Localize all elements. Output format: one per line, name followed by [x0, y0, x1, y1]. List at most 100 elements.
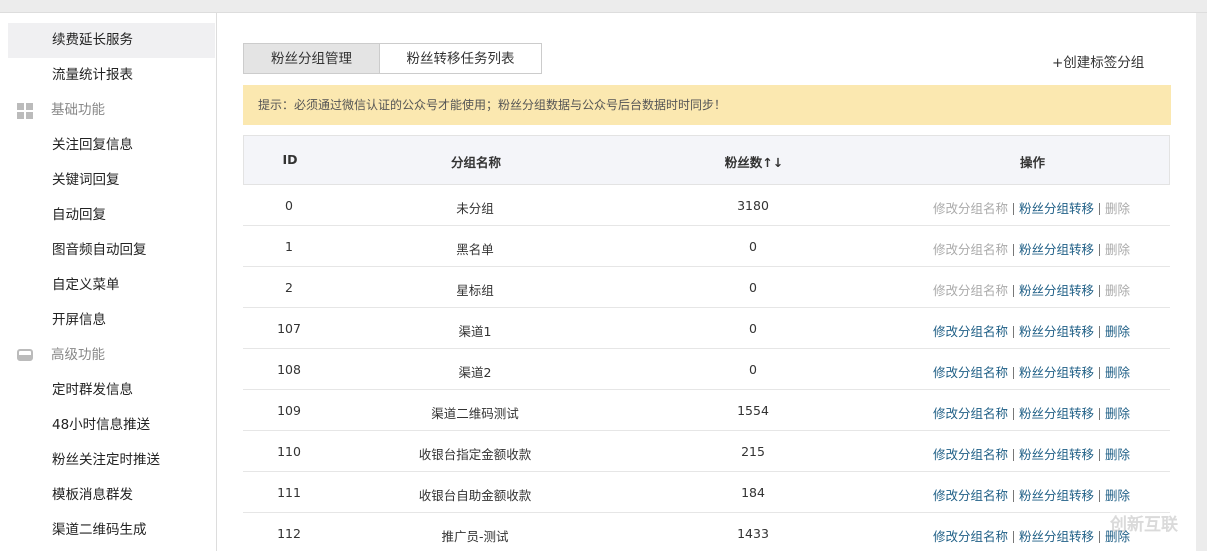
- scroll-strip: [1196, 13, 1207, 551]
- actions: 修改分组名称 粉丝分组转移 删除: [893, 485, 1170, 504]
- notice: 提示：必须通过微信认证的公众号才能使用；粉丝分组数据与公众号后台数据时时同步！: [243, 85, 1171, 125]
- icon-square: [26, 103, 33, 110]
- separator: [1099, 449, 1100, 461]
- sidebar: 续费延长服务流量统计报表 基础功能关注回复信息 关键词回复自动回复图音频自动回复 自定…: [0, 13, 217, 551]
- icon-square: [17, 103, 24, 110]
- table-row: 108 渠道2 0 修改分组名称 粉丝分组转移 删除: [243, 349, 1170, 390]
- cell-name: 黑名单: [456, 242, 494, 257]
- sidebar-section: 高级功能: [51, 347, 105, 363]
- action-link[interactable]: 粉丝分组转移: [1018, 283, 1094, 298]
- action-link[interactable]: 修改分组名称: [932, 406, 1008, 421]
- action-link[interactable]: 删除: [1105, 365, 1131, 380]
- table-row: 0 未分组 3180 修改分组名称 粉丝分组转移 删除: [243, 185, 1170, 226]
- cell-name: 星标组: [456, 283, 494, 298]
- sidebar-item[interactable]: 关键词回复: [52, 172, 120, 188]
- sidebar-item[interactable]: 模板消息群发: [52, 487, 133, 503]
- action-link[interactable]: 删除: [1105, 529, 1131, 544]
- table-header: ID 分组名称 粉丝数↑↓ 操作: [243, 135, 1170, 185]
- separator: [1012, 449, 1014, 461]
- table-row: 111 收银台自助金额收款 184 修改分组名称 粉丝分组转移 删除: [243, 472, 1170, 513]
- column-header: ID: [282, 152, 298, 167]
- sidebar-item[interactable]: 图音频自动回复: [52, 242, 147, 258]
- column-header: 分组名称: [450, 155, 501, 170]
- action-link[interactable]: 修改分组名称: [932, 529, 1008, 544]
- icon-square: [26, 112, 33, 119]
- separator: [1099, 490, 1100, 502]
- separator: [1099, 367, 1100, 379]
- actions: 修改分组名称 粉丝分组转移 删除: [893, 403, 1170, 422]
- action-link: 修改分组名称: [932, 283, 1008, 298]
- cell-fans: 0: [749, 362, 757, 377]
- cell-fans: 184: [741, 485, 765, 500]
- separator: [1012, 326, 1014, 338]
- cell-id: 111: [277, 485, 301, 500]
- cell-name: 渠道2: [458, 365, 492, 380]
- sidebar-item[interactable]: 粉丝关注定时推送: [52, 452, 160, 468]
- sidebar-item[interactable]: 关注回复信息: [52, 137, 133, 153]
- action-link[interactable]: 修改分组名称: [932, 447, 1008, 462]
- sidebar-section: 基础功能: [51, 102, 105, 118]
- separator: [1012, 490, 1014, 502]
- action-link[interactable]: 修改分组名称: [932, 488, 1008, 503]
- cell-name: 渠道1: [458, 324, 492, 339]
- sidebar-item[interactable]: 自定义菜单: [52, 277, 120, 293]
- sidebar-item[interactable]: 定时群发信息: [52, 382, 133, 398]
- action-link[interactable]: 粉丝分组转移: [1018, 201, 1094, 216]
- action-link[interactable]: 粉丝分组转移: [1018, 447, 1094, 462]
- action-link[interactable]: 删除: [1105, 324, 1131, 339]
- cell-fans: 0: [749, 321, 757, 336]
- cell-fans: 215: [741, 444, 765, 459]
- action-link[interactable]: 粉丝分组转移: [1018, 406, 1094, 421]
- action-link[interactable]: 粉丝分组转移: [1018, 488, 1094, 503]
- separator: [1012, 408, 1014, 420]
- table-row: 107 渠道1 0 修改分组名称 粉丝分组转移 删除: [243, 308, 1170, 349]
- action-link: 删除: [1105, 283, 1131, 298]
- sidebar-item[interactable]: 渠道二维码生成: [52, 522, 147, 538]
- table-row: 1 黑名单 0 修改分组名称 粉丝分组转移 删除: [243, 226, 1170, 267]
- top-bar: [0, 0, 1207, 13]
- sidebar-item[interactable]: 自动回复: [52, 207, 106, 223]
- actions: 修改分组名称 粉丝分组转移 删除: [893, 444, 1170, 463]
- sidebar-item[interactable]: 48小时信息推送: [52, 417, 151, 433]
- action-link[interactable]: 修改分组名称: [932, 324, 1008, 339]
- action-link: 修改分组名称: [932, 201, 1008, 216]
- cell-id: 2: [285, 280, 293, 295]
- cell-fans: 3180: [737, 198, 769, 213]
- action-link[interactable]: 粉丝分组转移: [1018, 242, 1094, 257]
- action-link[interactable]: 粉丝分组转移: [1018, 529, 1094, 544]
- cell-name: 推广员-测试: [441, 529, 509, 544]
- sidebar-item[interactable]: 开屏信息: [52, 312, 106, 328]
- tray-icon: [17, 349, 33, 361]
- action-link[interactable]: 删除: [1105, 406, 1131, 421]
- action-link[interactable]: 修改分组名称: [932, 365, 1008, 380]
- actions: 修改分组名称 粉丝分组转移 删除: [893, 239, 1170, 258]
- separator: [1099, 408, 1100, 420]
- watermark: 创新互联: [1110, 515, 1178, 535]
- separator: [1099, 285, 1100, 297]
- sidebar-item[interactable]: 流量统计报表: [52, 67, 133, 83]
- create-button[interactable]: +创建标签分组: [1052, 55, 1145, 71]
- cell-fans: 1433: [737, 526, 769, 541]
- action-link[interactable]: 删除: [1105, 447, 1131, 462]
- action-link: 删除: [1105, 242, 1131, 257]
- actions: 修改分组名称 粉丝分组转移 删除: [893, 198, 1170, 217]
- action-link[interactable]: 删除: [1105, 488, 1131, 503]
- action-link[interactable]: 粉丝分组转移: [1018, 324, 1094, 339]
- sidebar-item[interactable]: 续费延长服务: [8, 23, 215, 58]
- action-link[interactable]: 粉丝分组转移: [1018, 365, 1094, 380]
- cell-id: 110: [277, 444, 301, 459]
- separator: [1099, 326, 1100, 338]
- cell-name: 收银台指定金额收款: [418, 447, 532, 462]
- tab[interactable]: 粉丝分组管理: [243, 43, 380, 74]
- tab[interactable]: 粉丝转移任务列表: [379, 43, 542, 74]
- cell-name: 未分组: [456, 201, 494, 216]
- action-link: 修改分组名称: [932, 242, 1008, 257]
- column-header[interactable]: 粉丝数↑↓: [724, 155, 784, 170]
- table-row: 109 渠道二维码测试 1554 修改分组名称 粉丝分组转移 删除: [243, 390, 1170, 431]
- cell-fans: 1554: [737, 403, 769, 418]
- cell-fans: 0: [749, 239, 757, 254]
- separator: [1012, 203, 1014, 215]
- separator: [1012, 244, 1014, 256]
- cell-name: 渠道二维码测试: [431, 406, 519, 421]
